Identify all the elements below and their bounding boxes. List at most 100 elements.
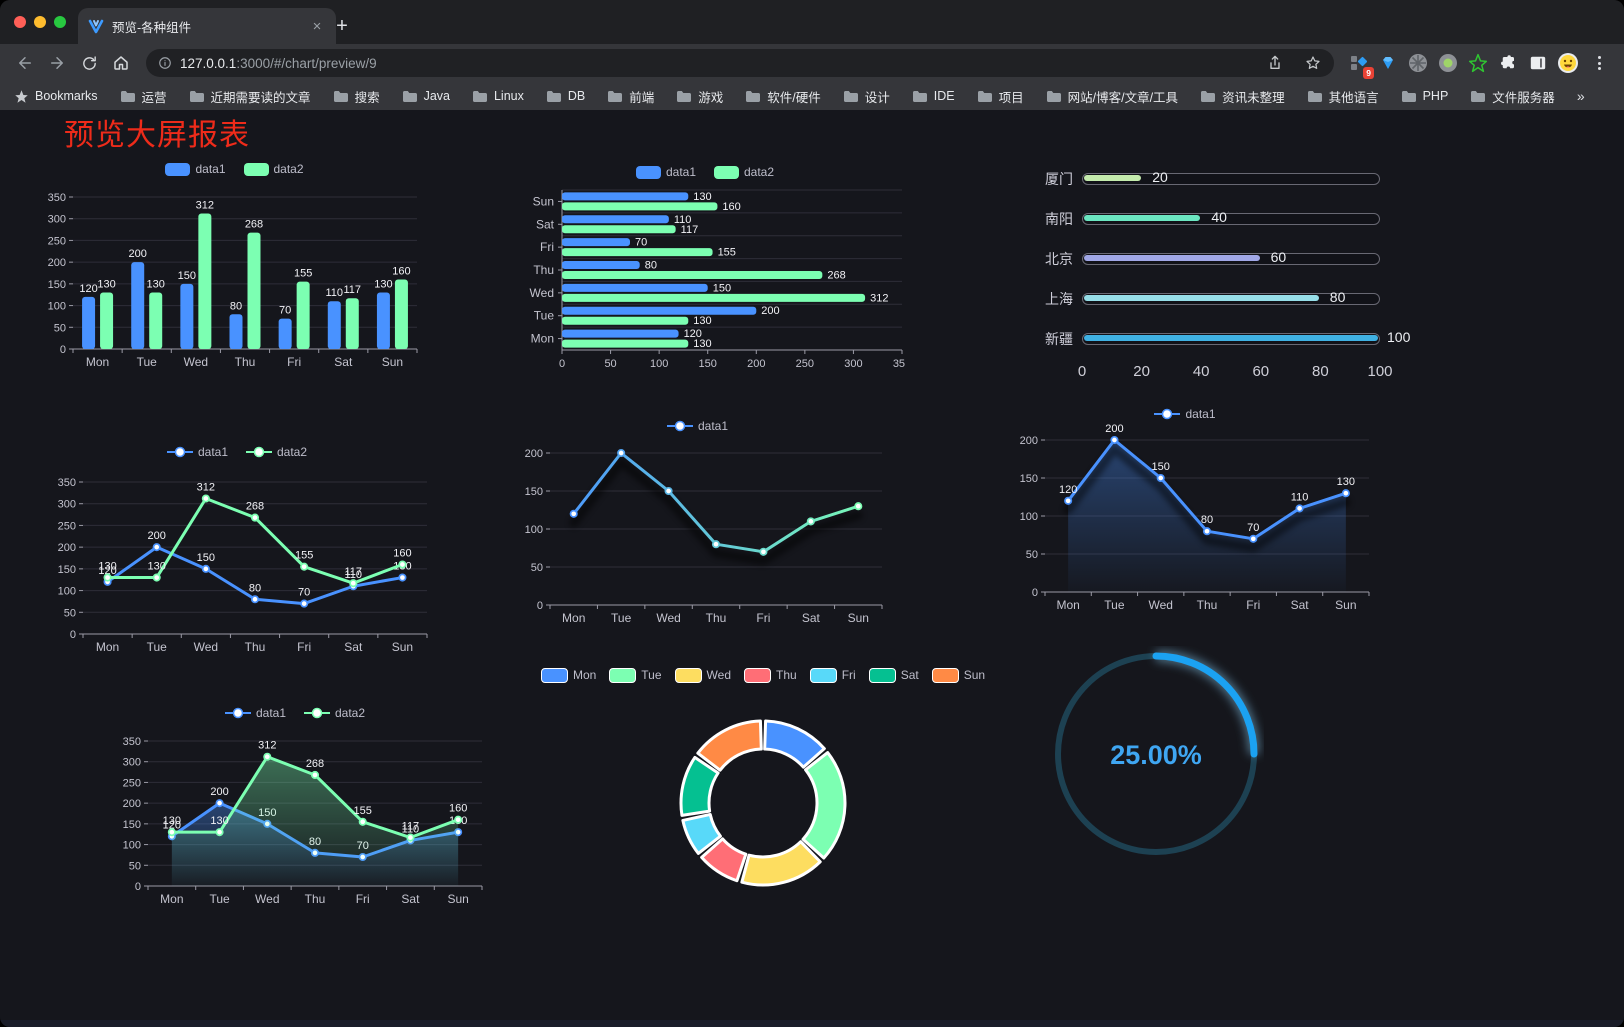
bookmark-folder[interactable]: DB bbox=[546, 89, 585, 103]
home-button[interactable] bbox=[106, 48, 136, 78]
legend-item-data2[interactable]: data2 bbox=[243, 162, 304, 176]
bookmark-folder[interactable]: 前端 bbox=[607, 87, 654, 106]
legend-item-Tue[interactable]: Tue bbox=[609, 667, 662, 683]
donut-slice-Fri[interactable] bbox=[681, 812, 722, 855]
legend-label: data1 bbox=[697, 419, 729, 433]
maximize-window-button[interactable] bbox=[54, 16, 66, 28]
svg-text:350: 350 bbox=[893, 358, 905, 370]
reload-button[interactable] bbox=[74, 48, 104, 78]
legend-item-Mon[interactable]: Mon bbox=[540, 667, 596, 683]
progress-bar-chart[interactable]: 厦门 20 南阳 40 北京 60 上海 80 新疆 100 0 20 40 60 80 100 bbox=[1040, 159, 1410, 383]
legend-item-data2[interactable]: data2 bbox=[304, 706, 365, 720]
bookmark-folder[interactable]: IDE bbox=[912, 89, 955, 103]
grouped-bar-canvas[interactable]: 0 50 100 150 200 250 300 350 Mon Tue Wed Thu Fri Sat S… bbox=[42, 179, 427, 375]
extension-record-icon[interactable] bbox=[1434, 49, 1462, 77]
bookmark-folder[interactable]: Linux bbox=[472, 89, 524, 103]
area-chart-dual[interactable]: data1 data2 0 50 100 150 200 250 300 350 Mon Tue Wed… bbox=[100, 703, 490, 908]
bookmark-folder[interactable]: 近期需要读的文章 bbox=[189, 87, 311, 106]
dual-line-chart[interactable]: data1 data2 0 50 100 150 200 250 300 350 Mon Tue Wed… bbox=[42, 442, 432, 662]
bookmark-folder[interactable]: PHP bbox=[1401, 89, 1448, 103]
legend-item-Fri[interactable]: Fri bbox=[809, 667, 856, 683]
svg-text:300: 300 bbox=[58, 499, 76, 511]
donut-slice-Sat[interactable] bbox=[679, 755, 720, 817]
donut-chart[interactable]: Mon Tue Wed Thu Fri Sat Sun bbox=[540, 665, 985, 903]
legend-item-data1[interactable]: data1 bbox=[166, 445, 228, 459]
side-panel-icon[interactable] bbox=[1524, 49, 1552, 77]
back-button[interactable] bbox=[10, 48, 40, 78]
minimize-window-button[interactable] bbox=[34, 16, 46, 28]
bookmark-folder[interactable]: 设计 bbox=[843, 87, 890, 106]
bookmark-folder[interactable]: Java bbox=[402, 89, 450, 103]
extension-gem-icon[interactable] bbox=[1374, 49, 1402, 77]
bar-data2-Sat bbox=[345, 298, 359, 349]
donut-slice-Tue[interactable] bbox=[801, 751, 847, 860]
legend-item-data2[interactable]: data2 bbox=[246, 445, 307, 459]
legend-item-data1[interactable]: data1 bbox=[224, 706, 286, 720]
bookmark-folder[interactable]: 资讯未整理 bbox=[1200, 87, 1285, 106]
bookmark-folder[interactable]: 其他语言 bbox=[1307, 87, 1379, 106]
area-chart-single[interactable]: data1 0 50 100 150 200 Mon Tue Wed Thu Fri Sat Sun 12… bbox=[995, 404, 1375, 616]
legend-item-data1[interactable]: data1 bbox=[165, 162, 226, 176]
new-tab-button[interactable]: + bbox=[336, 14, 348, 37]
url-bar[interactable]: 127.0.0.1:3000/#/chart/preview/9 bbox=[146, 49, 1334, 77]
close-window-button[interactable] bbox=[14, 16, 26, 28]
legend-item-Sun[interactable]: Sun bbox=[931, 667, 985, 683]
progress-row-厦门[interactable]: 厦门 20 bbox=[1040, 159, 1380, 199]
browser-menu-icon[interactable] bbox=[1584, 48, 1614, 78]
extension-star-icon[interactable] bbox=[1464, 49, 1492, 77]
progress-value: 40 bbox=[1211, 209, 1227, 225]
legend-item-Sat[interactable]: Sat bbox=[868, 667, 919, 683]
legend-item-data1[interactable]: data1 bbox=[635, 165, 696, 179]
bookmark-folder[interactable]: 项目 bbox=[977, 87, 1024, 106]
bookmark-folder[interactable]: 网站/博客/文章/工具 bbox=[1046, 87, 1178, 106]
emoji-extension-icon[interactable] bbox=[1554, 49, 1582, 77]
bookmark-folder[interactable]: 文件服务器 bbox=[1470, 87, 1555, 106]
forward-button[interactable] bbox=[42, 48, 72, 78]
progress-row-新疆[interactable]: 新疆 100 bbox=[1040, 319, 1410, 359]
donut-slice-Wed[interactable] bbox=[740, 840, 822, 887]
gauge-chart[interactable]: 25.00% bbox=[1048, 646, 1264, 862]
horizontal-bar-chart[interactable]: data1 data2 0 50 100 150 200 250 300 350 Sun 130 160… bbox=[505, 162, 905, 372]
progress-row-上海[interactable]: 上海 80 bbox=[1040, 279, 1380, 319]
gauge-canvas[interactable]: 25.00% bbox=[1048, 646, 1264, 862]
donut-slice-Sun[interactable] bbox=[696, 719, 763, 772]
gauge-progress-arc bbox=[1152, 652, 1258, 758]
donut-slice-Thu[interactable] bbox=[700, 837, 748, 883]
grouped-bar-chart[interactable]: data1 data2 0 50 100 150 200 250 300 350 Mon Tue Wed… bbox=[42, 159, 427, 375]
progress-row-南阳[interactable]: 南阳 40 bbox=[1040, 199, 1380, 239]
share-icon[interactable] bbox=[1260, 48, 1290, 78]
browser-tab[interactable]: 预览-各种组件 × bbox=[78, 8, 336, 44]
legend-item-Wed[interactable]: Wed bbox=[674, 667, 731, 683]
site-info-icon[interactable] bbox=[158, 56, 172, 70]
gradient-line-chart[interactable]: data1 0 50 100 150 200 Mon Tue Wed Thu Fri Sat Sun bbox=[505, 416, 890, 628]
legend-item-data2[interactable]: data2 bbox=[714, 165, 774, 179]
legend-item-data1[interactable]: data1 bbox=[666, 419, 729, 433]
bookmark-folder[interactable]: 运营 bbox=[120, 87, 167, 106]
area-dual-canvas[interactable]: 0 50 100 150 200 250 300 350 Mon Tue Wed Thu Fri Sat S… bbox=[100, 723, 490, 908]
legend-label: data1 bbox=[1185, 407, 1216, 421]
bookmark-folder[interactable]: 游戏 bbox=[676, 87, 723, 106]
bookmark-star-icon[interactable] bbox=[1298, 48, 1328, 78]
donut-canvas[interactable] bbox=[663, 703, 863, 903]
tab-close-icon[interactable]: × bbox=[312, 17, 322, 35]
area-single-canvas[interactable]: 0 50 100 150 200 Mon Tue Wed Thu Fri Sat Sun 120 200 1… bbox=[995, 424, 1375, 616]
bookmarks-manager[interactable]: Bookmarks bbox=[14, 89, 98, 104]
svg-text:Tue: Tue bbox=[147, 640, 168, 654]
donut-slice-Mon[interactable] bbox=[763, 719, 826, 769]
legend-item-data1[interactable]: data1 bbox=[1154, 407, 1216, 421]
bookmark-folder[interactable]: 搜索 bbox=[333, 87, 380, 106]
progress-track: 80 bbox=[1082, 289, 1380, 305]
legend-item-Thu[interactable]: Thu bbox=[744, 667, 797, 683]
progress-row-北京[interactable]: 北京 60 bbox=[1040, 239, 1380, 279]
svg-text:300: 300 bbox=[48, 214, 66, 226]
bookmarks-overflow-chevron[interactable]: » bbox=[1576, 88, 1585, 104]
dual-line-canvas[interactable]: 0 50 100 150 200 250 300 350 Mon Tue Wed Thu Fri Sat S… bbox=[42, 462, 432, 662]
svg-text:Sat: Sat bbox=[536, 217, 555, 231]
extension-puzzle-icon[interactable] bbox=[1494, 49, 1522, 77]
svg-text:300: 300 bbox=[123, 757, 141, 769]
gradient-line-canvas[interactable]: 0 50 100 150 200 Mon Tue Wed Thu Fri Sat Sun bbox=[505, 436, 890, 628]
bookmark-folder[interactable]: 软件/硬件 bbox=[745, 87, 821, 106]
extension-grid-icon[interactable]: 9 bbox=[1344, 49, 1374, 79]
extension-wheel-icon[interactable] bbox=[1404, 49, 1432, 77]
